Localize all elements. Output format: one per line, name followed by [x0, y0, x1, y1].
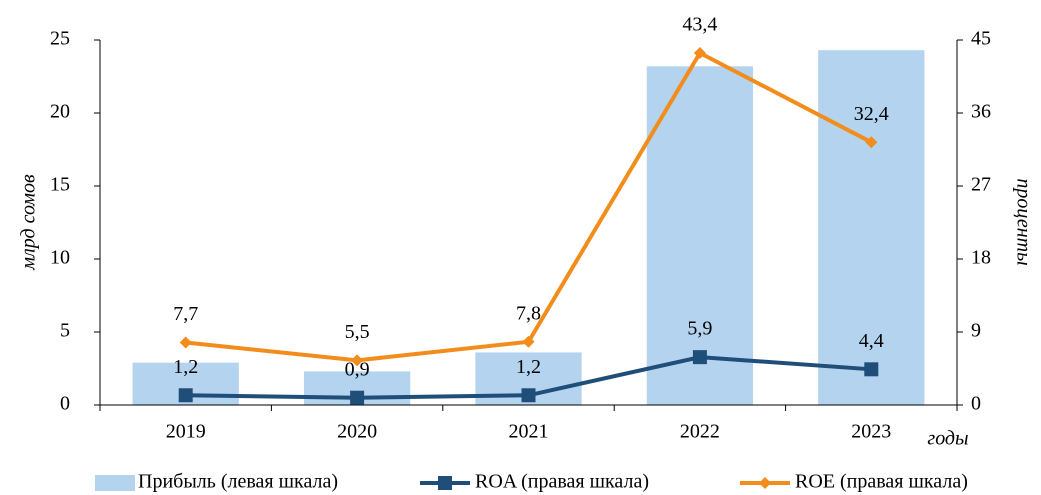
marker: [179, 336, 192, 349]
legend-label: Прибыль (левая шкала): [138, 471, 338, 493]
y-axis-label: млрд сомов: [18, 174, 40, 271]
marker: [522, 335, 535, 348]
y2-tick-label: 18: [971, 247, 991, 269]
marker: [350, 390, 365, 405]
marker: [438, 476, 452, 490]
legend-label: ROA (правая шкала): [475, 471, 649, 493]
marker: [692, 350, 707, 365]
y-tick-label: 25: [50, 28, 70, 50]
y-tick-label: 20: [50, 101, 70, 123]
data-label: 1,2: [516, 356, 541, 378]
data-label: 7,8: [516, 302, 541, 324]
x-tick-label: 2023: [851, 421, 891, 443]
y-tick-label: 10: [50, 247, 70, 269]
marker: [865, 136, 878, 149]
legend-label: ROE (правая шкала): [795, 471, 968, 493]
y2-tick-label: 45: [971, 28, 991, 50]
data-label: 5,5: [345, 321, 370, 343]
data-label: 7,7: [173, 303, 198, 325]
data-label: 5,9: [687, 318, 712, 340]
x-tick-label: 2020: [337, 421, 377, 443]
y-tick-label: 0: [60, 393, 70, 415]
marker: [693, 46, 706, 59]
y2-tick-label: 0: [971, 393, 981, 415]
legend-swatch: [95, 475, 135, 491]
marker: [864, 362, 879, 377]
x-axis-label: годы: [927, 428, 968, 450]
data-label: 1,2: [173, 356, 198, 378]
y-tick-label: 15: [50, 174, 70, 196]
x-tick-label: 2019: [166, 421, 206, 443]
y2-axis-label: проценты: [1012, 178, 1034, 265]
y2-tick-label: 27: [971, 174, 991, 196]
marker: [759, 477, 771, 489]
y2-tick-label: 9: [971, 320, 981, 342]
y2-tick-label: 36: [971, 101, 991, 123]
data-label: 43,4: [682, 14, 717, 36]
x-tick-label: 2022: [680, 421, 720, 443]
bar: [818, 50, 925, 405]
marker: [351, 354, 364, 367]
y-tick-label: 5: [60, 320, 70, 342]
x-tick-label: 2021: [509, 421, 549, 443]
marker: [178, 388, 193, 403]
data-label: 0,9: [345, 358, 370, 380]
data-label: 4,4: [859, 330, 884, 352]
data-label: 32,4: [854, 103, 889, 125]
marker: [521, 388, 536, 403]
bar: [646, 66, 754, 405]
